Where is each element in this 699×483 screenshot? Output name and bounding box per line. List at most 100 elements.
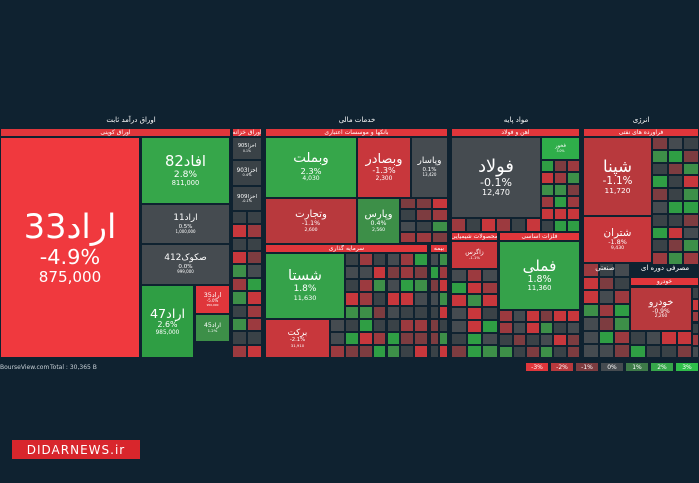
filler-tile bbox=[583, 263, 599, 277]
filler-tile bbox=[414, 292, 428, 306]
price: 13,420 bbox=[422, 172, 437, 178]
filler-tile bbox=[683, 201, 699, 214]
filler-tile bbox=[676, 344, 692, 358]
group-header: فرآورده های نفتی bbox=[583, 128, 699, 137]
filler-tile bbox=[567, 220, 580, 232]
filler-tile bbox=[541, 160, 554, 172]
stock-tile: فولاد -0.1% 12,470 bbox=[451, 137, 541, 218]
sector-title: اوراق درآمد ثابت bbox=[106, 116, 156, 124]
symbol: زاگرس bbox=[465, 248, 484, 256]
filler-tile bbox=[247, 291, 262, 305]
filler-tile bbox=[372, 331, 387, 345]
filler-tile bbox=[661, 331, 677, 345]
filler-tile bbox=[554, 208, 567, 220]
filler-tile bbox=[692, 298, 699, 311]
filler-tile bbox=[553, 346, 567, 358]
filler-tile bbox=[553, 322, 567, 334]
filler-tile bbox=[358, 331, 373, 345]
filler-tile bbox=[692, 310, 699, 323]
change: -0.1% bbox=[479, 175, 512, 189]
symbol: وبملت bbox=[293, 151, 329, 167]
sector-title: مواد پایه bbox=[503, 116, 529, 124]
filler-tile bbox=[630, 331, 646, 345]
filler-tile bbox=[451, 294, 467, 308]
filler-tile bbox=[232, 251, 247, 265]
filler-tile bbox=[554, 220, 567, 232]
watermark: DIDARNEWS.ir bbox=[12, 440, 140, 459]
symbol: اخزا909 bbox=[237, 193, 257, 200]
filler-tile bbox=[683, 213, 699, 227]
filler-tile bbox=[432, 198, 448, 210]
filler-tile bbox=[583, 330, 599, 345]
symbol: اراد35 bbox=[203, 291, 222, 300]
symbol: اراد47 bbox=[149, 306, 186, 322]
filler-tile bbox=[614, 317, 630, 331]
filler-tile bbox=[400, 305, 415, 319]
filler-tile bbox=[386, 279, 401, 293]
footer-total: Total : 30,365 B bbox=[50, 364, 97, 371]
filler-tile bbox=[667, 226, 684, 240]
filler-tile bbox=[614, 263, 630, 277]
filler-tile bbox=[345, 292, 359, 306]
change: -4.9% bbox=[39, 245, 101, 270]
filler-tile bbox=[566, 310, 580, 322]
stock-tile: فملی 1.8% 11,360 bbox=[499, 241, 580, 310]
filler-tile bbox=[554, 184, 567, 196]
filler-tile bbox=[400, 266, 415, 280]
filler-tile bbox=[541, 184, 554, 196]
filler-tile bbox=[439, 305, 448, 319]
change: 2.8% bbox=[173, 169, 198, 180]
stock-tile: وبملت 2.3% 4,030 bbox=[265, 137, 357, 198]
filler-tile bbox=[583, 303, 599, 318]
change: -0.9% bbox=[652, 307, 670, 315]
filler-tile bbox=[652, 226, 668, 240]
group-header: اوراق کوپنی bbox=[0, 128, 231, 137]
filler-tile bbox=[400, 253, 415, 267]
change: -1.1% bbox=[301, 219, 321, 227]
stock-tile: خودرو -0.9% 2,260 bbox=[630, 287, 692, 331]
symbol: فملی bbox=[522, 257, 557, 276]
filler-tile bbox=[683, 188, 699, 201]
filler-tile bbox=[414, 331, 428, 345]
symbol: افاد82 bbox=[165, 152, 206, 170]
filler-tile bbox=[566, 334, 580, 346]
filler-tile bbox=[247, 264, 262, 278]
filler-tile bbox=[358, 266, 373, 280]
filler-tile bbox=[247, 211, 262, 225]
filler-tile bbox=[482, 307, 498, 320]
filler-tile bbox=[630, 344, 646, 358]
filler-tile bbox=[400, 279, 415, 293]
filler-tile bbox=[539, 346, 553, 358]
filler-tile bbox=[683, 162, 699, 176]
filler-tile bbox=[554, 172, 567, 184]
filler-tile bbox=[451, 307, 467, 320]
price: 1,000,000 bbox=[175, 228, 196, 234]
filler-tile bbox=[232, 277, 247, 292]
filler-tile bbox=[645, 331, 661, 345]
filler-tile bbox=[400, 292, 415, 306]
symbol: برکت bbox=[287, 327, 308, 338]
legend-swatch: -3% bbox=[525, 362, 549, 372]
filler-tile bbox=[345, 331, 359, 345]
symbol: فولاد bbox=[478, 156, 514, 178]
filler-tile bbox=[512, 346, 526, 358]
filler-tile bbox=[400, 318, 415, 332]
change: 0.4% bbox=[370, 219, 387, 227]
filler-tile bbox=[439, 253, 448, 267]
legend-swatch: 3% bbox=[675, 362, 699, 372]
filler-tile bbox=[541, 172, 554, 184]
stock-tile: برکت -2.1% 31,910 bbox=[265, 319, 330, 358]
symbol: فخوز bbox=[555, 142, 566, 149]
filler-tile bbox=[247, 331, 262, 345]
stock-tile: وپارس 0.4% 2,560 bbox=[357, 198, 400, 244]
change: -1.3% bbox=[372, 166, 396, 175]
change: 0.4% bbox=[242, 173, 252, 178]
legend-swatch: 2% bbox=[650, 362, 674, 372]
filler-tile bbox=[414, 305, 428, 319]
stock-tile: اخزا903 0.4% bbox=[232, 160, 262, 186]
filler-tile bbox=[232, 344, 247, 358]
filler-tile bbox=[430, 253, 439, 267]
filler-tile bbox=[232, 264, 247, 278]
filler-tile bbox=[414, 344, 428, 358]
change: -1.8% bbox=[608, 238, 627, 247]
